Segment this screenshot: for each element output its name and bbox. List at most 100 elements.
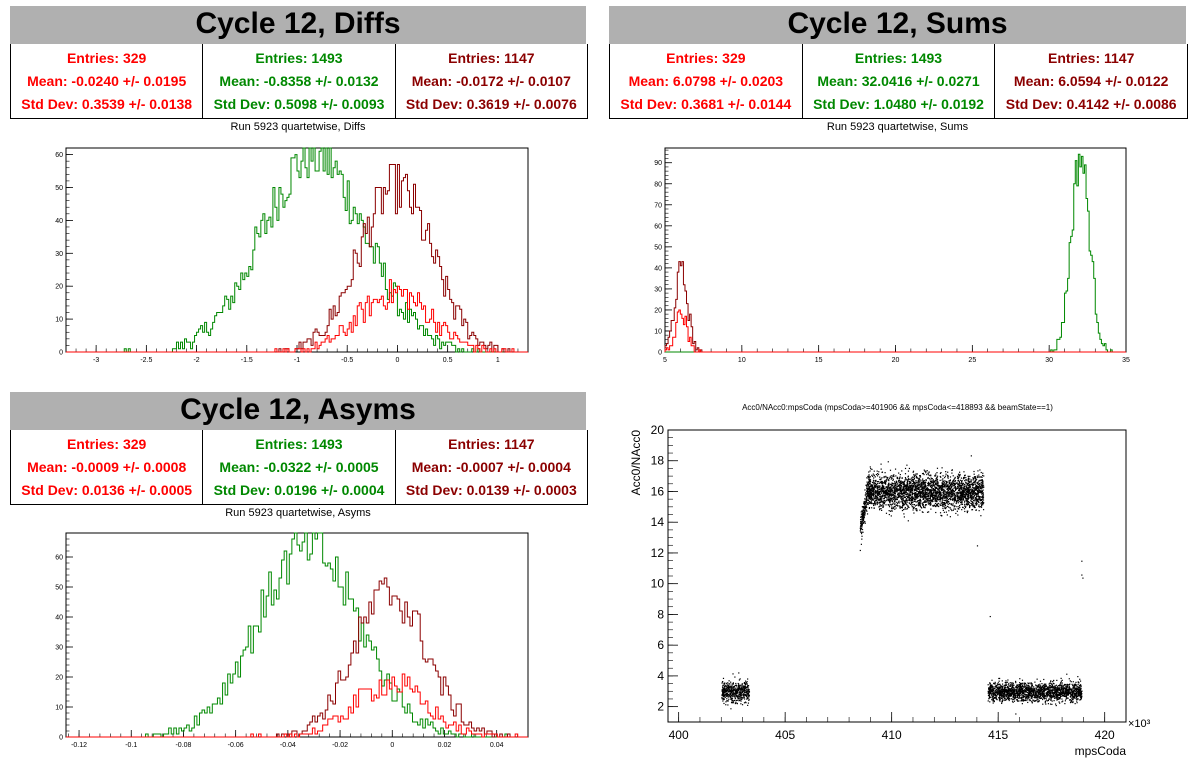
- scatter-point: [723, 682, 725, 685]
- scatter-point: [977, 490, 979, 493]
- scatter-point: [962, 482, 964, 484]
- scatter-point: [739, 686, 741, 688]
- scatter-point: [981, 493, 984, 495]
- scatter-point: [963, 501, 966, 503]
- scatter-point: [942, 502, 945, 504]
- scatter-point: [871, 485, 873, 488]
- scatter-point: [980, 487, 982, 489]
- scatter-point: [898, 493, 900, 496]
- scatter-point: [961, 480, 963, 482]
- scatter-point: [979, 498, 981, 501]
- scatter-point: [868, 489, 870, 491]
- scatter-point: [923, 481, 926, 484]
- scatter-point: [879, 499, 881, 501]
- scatter-point: [980, 498, 982, 501]
- scatter-point: [917, 504, 919, 506]
- scatter-point: [911, 485, 913, 487]
- scatter-point: [732, 673, 734, 675]
- scatter-point: [907, 486, 909, 488]
- scatter-point: [746, 694, 748, 696]
- scatter-point: [879, 491, 882, 493]
- scatter-point: [881, 501, 883, 503]
- scatter-point: [960, 491, 963, 493]
- scatter-point: [939, 475, 941, 478]
- scatter-point: [978, 496, 981, 498]
- scatter-point: [957, 514, 959, 516]
- scatter-point: [947, 483, 949, 485]
- scatter-point: [733, 693, 736, 695]
- scatter-point: [892, 475, 894, 477]
- scatter-point: [731, 699, 733, 701]
- scatter-point: [867, 482, 869, 484]
- scatter-point: [723, 684, 725, 686]
- scatter-point: [871, 502, 873, 504]
- scatter-point: [929, 500, 931, 502]
- scatter-point: [1066, 683, 1068, 686]
- scatter-point: [931, 494, 933, 496]
- scatter-point: [1059, 696, 1061, 698]
- scatter-point: [868, 482, 870, 484]
- scatter-point: [975, 509, 977, 511]
- scatter-point: [931, 490, 933, 492]
- scatter-point: [973, 502, 975, 504]
- stats-mean: Mean: -0.8358 +/- 0.0132: [219, 72, 379, 89]
- scatter-point: [982, 503, 984, 505]
- scatter-point: [913, 500, 915, 503]
- y-tick-label: 40: [55, 615, 63, 622]
- scatter-point: [953, 501, 955, 503]
- scatter-point: [960, 502, 962, 504]
- scatter-point: [954, 476, 956, 479]
- scatter-point: [919, 475, 921, 477]
- scatter-point: [904, 493, 907, 495]
- scatter-point: [951, 496, 953, 498]
- scatter-point: [866, 510, 868, 512]
- scatter-point: [722, 688, 725, 690]
- scatter-point: [748, 691, 751, 693]
- scatter-point: [947, 498, 950, 501]
- scatter-point: [721, 682, 723, 684]
- scatter-point: [939, 472, 942, 475]
- scatter-point: [874, 476, 876, 478]
- scatter-point: [868, 471, 870, 473]
- scatter-point: [911, 501, 913, 503]
- scatter-point: [946, 481, 948, 483]
- scatter-point: [742, 691, 744, 693]
- scatter-point: [747, 697, 749, 699]
- scatter-point: [959, 506, 961, 509]
- scatter-point: [737, 682, 739, 685]
- scatter-point: [868, 494, 870, 496]
- scatter-point: [893, 498, 895, 501]
- scatter-point: [970, 492, 972, 494]
- scatter-point: [951, 509, 953, 512]
- scatter-point: [912, 501, 914, 504]
- scatter-point: [862, 513, 864, 515]
- scatter-point: [935, 473, 937, 475]
- scatter-point: [934, 484, 936, 486]
- scatter-point: [926, 491, 928, 494]
- scatter-point: [1060, 677, 1062, 679]
- scatter-point: [970, 494, 973, 496]
- scatter-point: [918, 504, 920, 506]
- scatter-point: [963, 487, 965, 489]
- scatter-point: [1054, 686, 1057, 688]
- scatter-point: [868, 483, 870, 486]
- scatter-point: [730, 687, 732, 689]
- scatter-point: [974, 496, 976, 499]
- scatter-point: [901, 482, 903, 485]
- y-tick-label: 60: [654, 223, 662, 230]
- scatter-point: [927, 494, 930, 497]
- scatter-point: [915, 474, 917, 476]
- scatter-point: [971, 483, 973, 485]
- scatter-point: [900, 496, 902, 498]
- scatter-point: [867, 484, 869, 486]
- scatter-point: [742, 696, 744, 699]
- scatter-point: [918, 492, 920, 494]
- scatter-point: [928, 484, 930, 486]
- scatter-point: [951, 482, 953, 485]
- scatter-point: [876, 484, 878, 486]
- scatter-point: [1015, 696, 1017, 699]
- scatter-point: [883, 491, 885, 493]
- scatter-point: [930, 500, 932, 502]
- scatter-point: [885, 487, 887, 489]
- scatter-point: [911, 493, 914, 495]
